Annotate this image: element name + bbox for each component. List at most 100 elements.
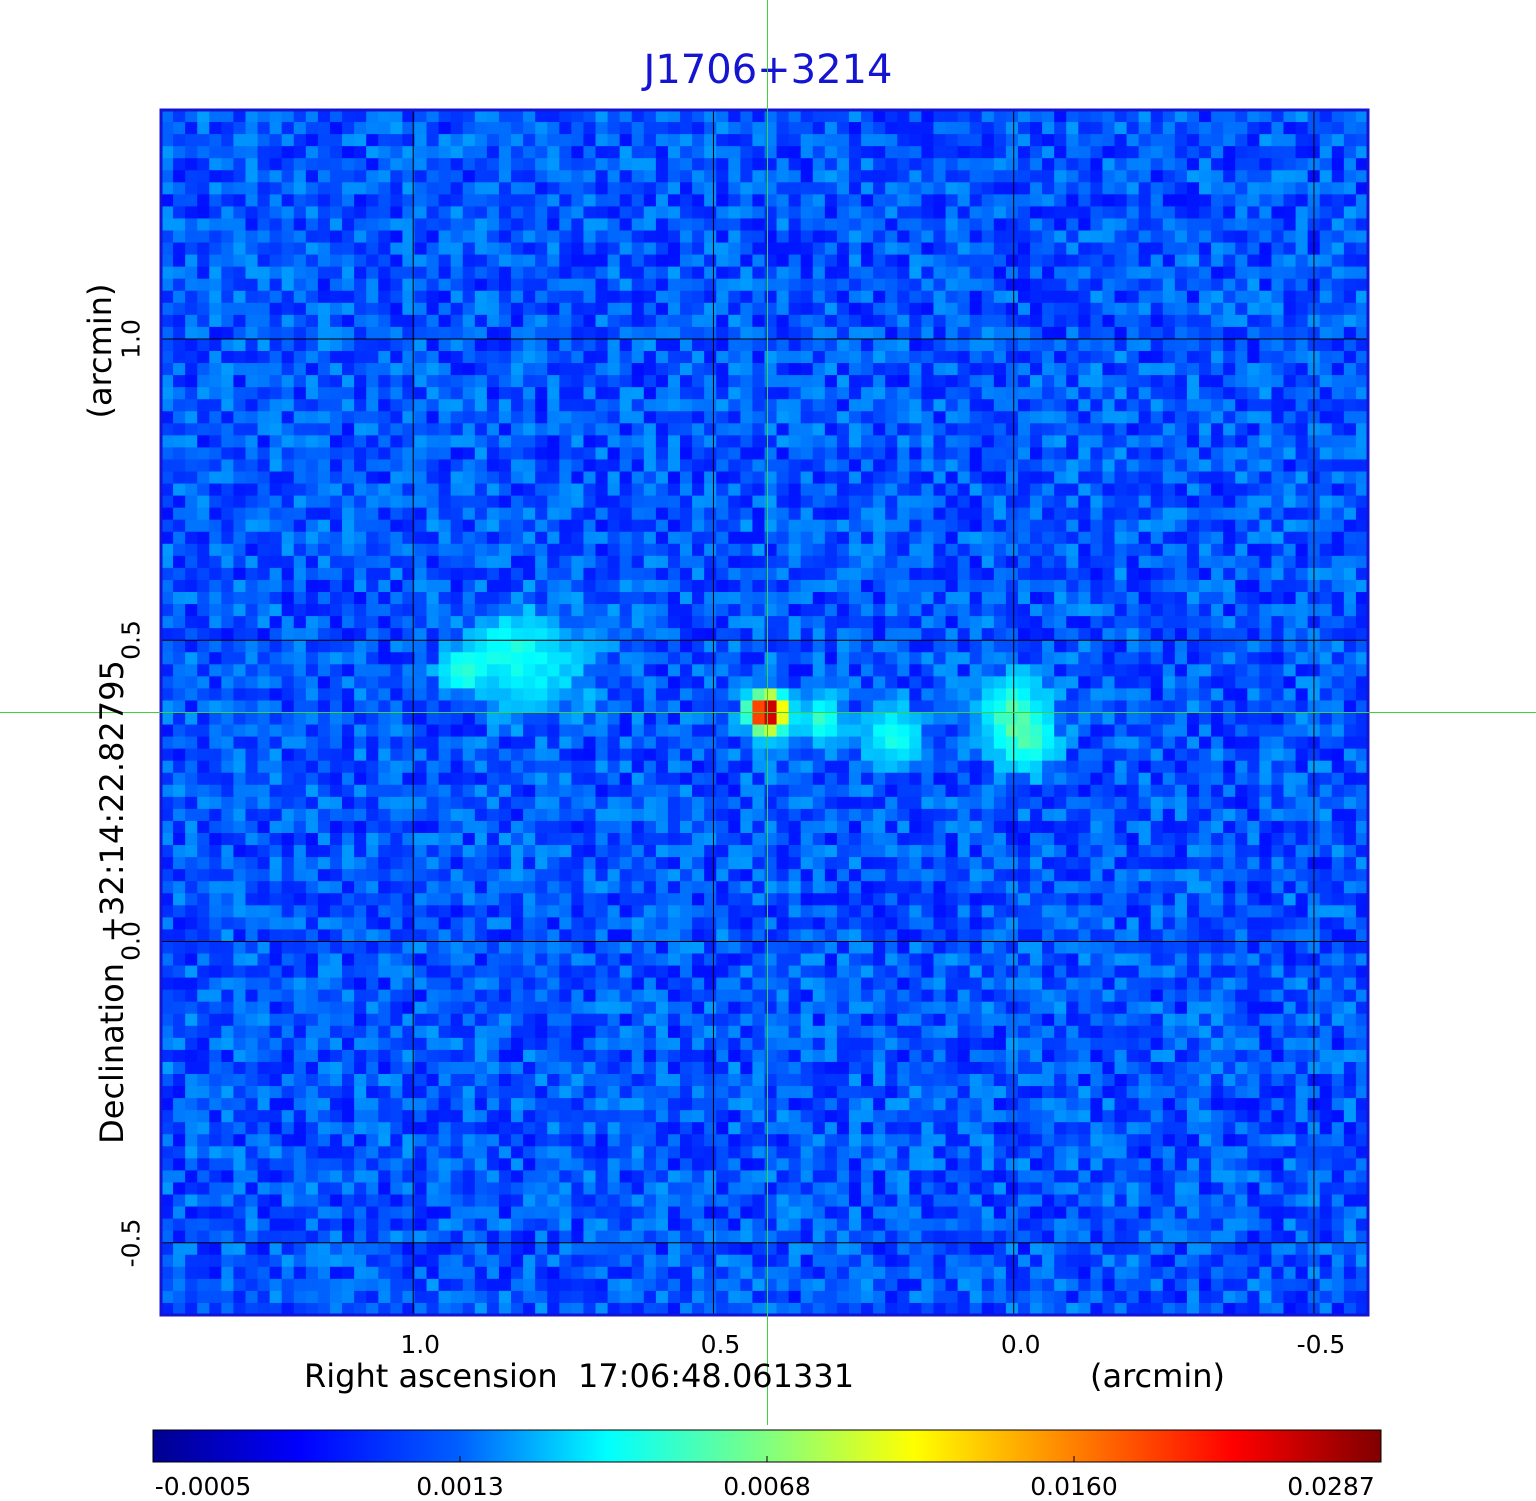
image-pixel [608, 640, 621, 653]
image-pixel [789, 459, 802, 472]
image-pixel [789, 243, 802, 256]
image-pixel [620, 218, 633, 231]
image-pixel [354, 556, 367, 569]
image-pixel [378, 640, 391, 653]
image-pixel [789, 267, 802, 280]
image-pixel [414, 218, 427, 231]
image-pixel [752, 170, 765, 183]
image-pixel [294, 580, 307, 593]
image-pixel [970, 158, 983, 171]
image-pixel [414, 616, 427, 629]
image-pixel [861, 472, 874, 485]
image-pixel [1284, 218, 1297, 231]
image-pixel [921, 700, 934, 713]
image-pixel [1102, 688, 1115, 701]
image-pixel [704, 700, 717, 713]
image-pixel [897, 182, 910, 195]
image-pixel [933, 688, 946, 701]
image-pixel [1163, 664, 1176, 677]
image-pixel [777, 110, 790, 123]
image-pixel [994, 399, 1007, 412]
image-pixel [1175, 544, 1188, 557]
image-pixel [209, 315, 222, 328]
image-pixel [209, 122, 222, 135]
image-pixel [1163, 520, 1176, 533]
image-pixel [1284, 146, 1297, 159]
image-pixel [801, 158, 814, 171]
image-pixel [1042, 267, 1055, 280]
image-pixel [885, 351, 898, 364]
image-pixel [1078, 231, 1091, 244]
image-pixel [1211, 279, 1224, 292]
image-pixel [523, 676, 536, 689]
image-pixel [1247, 231, 1260, 244]
image-pixel [825, 447, 838, 460]
image-pixel [197, 435, 210, 448]
image-pixel [294, 688, 307, 701]
image-pixel [1042, 363, 1055, 376]
image-pixel [620, 435, 633, 448]
image-pixel [740, 411, 753, 424]
image-pixel [378, 218, 391, 231]
image-pixel [692, 327, 705, 340]
image-pixel [1320, 158, 1333, 171]
image-pixel [354, 652, 367, 665]
image-pixel [946, 472, 959, 485]
image-pixel [1284, 616, 1297, 629]
image-pixel [897, 700, 910, 713]
image-pixel [728, 544, 741, 557]
image-pixel [1006, 231, 1019, 244]
image-pixel [161, 652, 174, 665]
image-pixel [909, 616, 922, 629]
image-pixel [1054, 508, 1067, 521]
image-pixel [535, 496, 548, 509]
image-pixel [414, 459, 427, 472]
image-pixel [1320, 231, 1333, 244]
image-pixel [608, 604, 621, 617]
image-pixel [1344, 134, 1357, 147]
image-pixel [245, 423, 258, 436]
image-pixel [921, 484, 934, 497]
image-pixel [740, 218, 753, 231]
image-pixel [873, 315, 886, 328]
image-pixel [1078, 496, 1091, 509]
image-pixel [185, 411, 198, 424]
image-pixel [1175, 339, 1188, 352]
image-pixel [354, 110, 367, 123]
image-pixel [740, 231, 753, 244]
image-pixel [1187, 339, 1200, 352]
image-pixel [1115, 496, 1128, 509]
image-pixel [306, 399, 319, 412]
image-pixel [873, 544, 886, 557]
image-pixel [656, 688, 669, 701]
image-pixel [644, 556, 657, 569]
image-pixel [789, 363, 802, 376]
image-pixel [245, 399, 258, 412]
image-pixel [1127, 616, 1140, 629]
image-pixel [716, 592, 729, 605]
image-pixel [547, 231, 560, 244]
image-pixel [378, 447, 391, 460]
image-pixel [427, 688, 440, 701]
image-pixel [1320, 411, 1333, 424]
image-pixel [390, 472, 403, 485]
image-pixel [1066, 363, 1079, 376]
image-pixel [245, 411, 258, 424]
image-pixel [861, 520, 874, 533]
image-pixel [1235, 255, 1248, 268]
image-pixel [897, 206, 910, 219]
image-pixel [475, 339, 488, 352]
image-pixel [1332, 423, 1345, 436]
image-pixel [1175, 315, 1188, 328]
image-pixel [644, 435, 657, 448]
image-pixel [270, 640, 283, 653]
image-pixel [1151, 532, 1164, 545]
image-pixel [1115, 110, 1128, 123]
image-pixel [306, 532, 319, 545]
image-pixel [1163, 580, 1176, 593]
image-pixel [547, 146, 560, 159]
image-pixel [583, 134, 596, 147]
image-pixel [547, 387, 560, 400]
image-pixel [583, 580, 596, 593]
image-pixel [1271, 387, 1284, 400]
